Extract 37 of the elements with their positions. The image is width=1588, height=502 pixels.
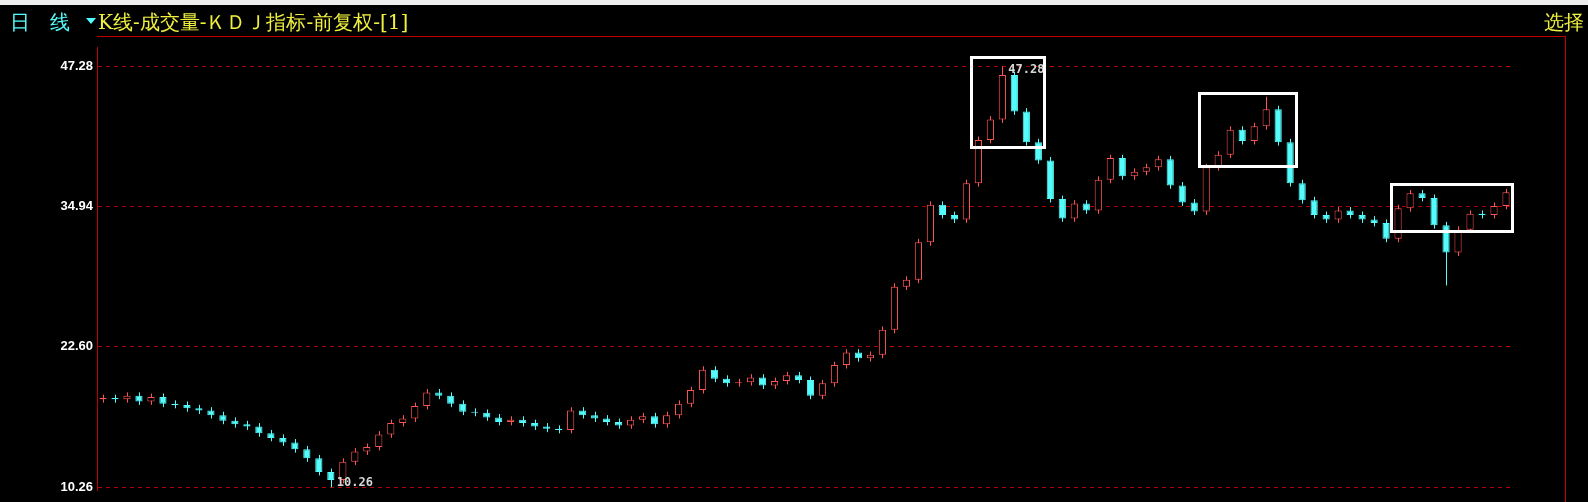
candlestick xyxy=(818,379,827,400)
candlestick xyxy=(1502,188,1510,210)
candlestick xyxy=(1106,154,1114,184)
candlestick xyxy=(1298,179,1306,205)
text: 选择 xyxy=(1544,9,1584,36)
annotation: 47.28 xyxy=(1008,62,1045,77)
candlestick xyxy=(1238,125,1246,145)
annotation: 10.26 xyxy=(336,475,373,490)
candlestick xyxy=(842,348,851,370)
candlestick xyxy=(1226,125,1234,159)
candlestick xyxy=(1058,195,1066,223)
candlestick xyxy=(806,375,815,400)
candlestick xyxy=(878,325,887,359)
candlestick xyxy=(567,406,575,434)
chart-subtitle: 日 线 xyxy=(10,9,70,36)
candlestick xyxy=(1310,196,1318,219)
candlestick xyxy=(698,365,707,395)
candlestick xyxy=(411,402,419,423)
candlestick xyxy=(1178,181,1186,207)
candlestick xyxy=(375,430,383,451)
candlestick xyxy=(986,115,994,144)
y-tick-label: 10.26 xyxy=(60,478,93,494)
chart-title: K线-成交量-ＫＤＪ指标-前复权-[1] xyxy=(98,9,409,36)
candlestick xyxy=(1262,96,1270,131)
candlestick xyxy=(1118,154,1126,181)
candlestick xyxy=(327,468,335,488)
candlestick xyxy=(423,388,431,410)
candlestick xyxy=(1250,122,1258,145)
y-tick-label: 47.28 xyxy=(60,57,93,73)
y-tick-label: 34.94 xyxy=(60,198,94,214)
candlestick xyxy=(1406,189,1414,213)
candlestick xyxy=(686,386,695,408)
candlestick xyxy=(315,454,323,476)
candlestick xyxy=(1382,219,1390,243)
candlestick xyxy=(1070,199,1078,223)
candlestick xyxy=(830,361,839,388)
y-tick-label: 22.60 xyxy=(60,338,93,354)
